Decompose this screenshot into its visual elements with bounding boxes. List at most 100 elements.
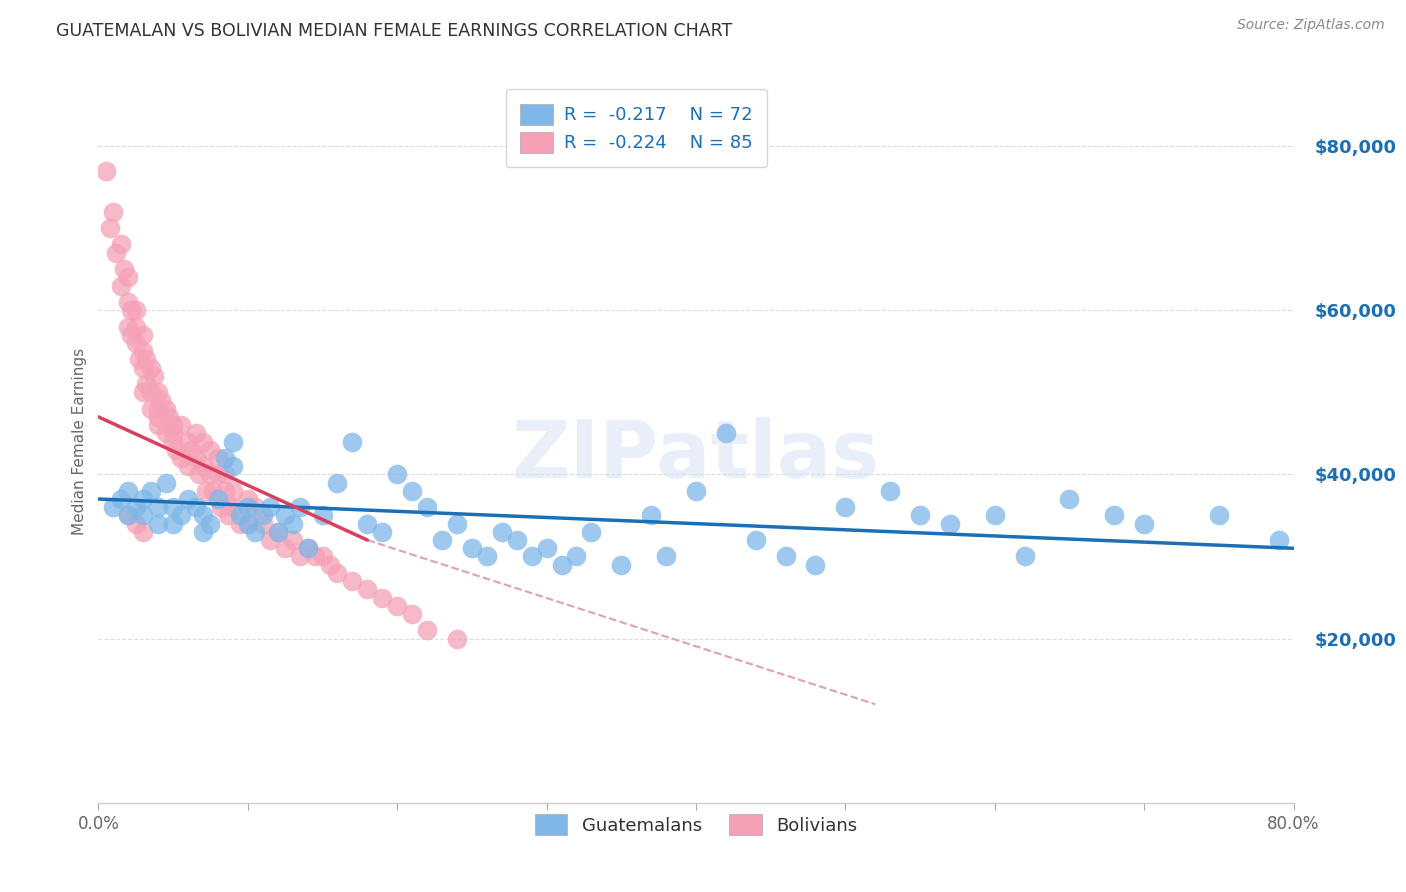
Point <box>371 591 394 605</box>
Point <box>191 434 214 449</box>
Point <box>125 319 148 334</box>
Point <box>125 516 148 531</box>
Point <box>259 500 281 515</box>
Y-axis label: Median Female Earnings: Median Female Earnings <box>72 348 87 535</box>
Point <box>148 500 170 515</box>
Point <box>475 549 498 564</box>
Point <box>745 533 768 547</box>
Point <box>139 483 162 498</box>
Point <box>155 401 177 416</box>
Point <box>112 262 135 277</box>
Point <box>139 360 162 375</box>
Point <box>132 327 155 342</box>
Point <box>214 450 236 465</box>
Point <box>132 491 155 506</box>
Point <box>162 434 184 449</box>
Point <box>834 500 856 515</box>
Point <box>416 500 439 515</box>
Point <box>274 541 297 556</box>
Point <box>267 524 290 539</box>
Point <box>169 508 191 523</box>
Point <box>125 303 148 318</box>
Point <box>304 549 326 564</box>
Point <box>148 418 170 433</box>
Point <box>401 607 423 621</box>
Point <box>222 459 245 474</box>
Point <box>139 385 162 400</box>
Point <box>135 352 157 367</box>
Point <box>281 516 304 531</box>
Point <box>180 442 202 457</box>
Text: GUATEMALAN VS BOLIVIAN MEDIAN FEMALE EARNINGS CORRELATION CHART: GUATEMALAN VS BOLIVIAN MEDIAN FEMALE EAR… <box>56 22 733 40</box>
Point <box>1267 533 1289 547</box>
Point <box>110 491 132 506</box>
Point <box>117 508 139 523</box>
Point <box>908 508 931 523</box>
Point <box>281 533 304 547</box>
Point <box>326 566 349 580</box>
Point <box>110 278 132 293</box>
Point <box>550 558 572 572</box>
Point <box>117 270 139 285</box>
Point <box>148 401 170 416</box>
Point <box>195 483 218 498</box>
Point <box>430 533 453 547</box>
Point <box>229 516 252 531</box>
Point <box>162 426 184 441</box>
Point <box>461 541 484 556</box>
Point <box>506 533 529 547</box>
Point <box>1133 516 1156 531</box>
Point <box>520 549 543 564</box>
Point <box>222 434 245 449</box>
Point <box>132 524 155 539</box>
Point <box>103 204 125 219</box>
Point <box>162 418 184 433</box>
Point <box>655 549 678 564</box>
Point <box>245 500 267 515</box>
Point <box>132 385 155 400</box>
Point <box>120 303 142 318</box>
Point <box>207 467 229 482</box>
Point <box>245 524 267 539</box>
Point <box>1014 549 1036 564</box>
Point <box>132 508 155 523</box>
Point <box>128 352 150 367</box>
Point <box>326 475 349 490</box>
Point <box>162 516 184 531</box>
Point <box>105 245 128 260</box>
Point <box>120 327 142 342</box>
Point <box>939 516 962 531</box>
Point <box>177 434 200 449</box>
Point <box>165 442 187 457</box>
Point <box>491 524 513 539</box>
Point <box>222 483 245 498</box>
Point <box>342 434 364 449</box>
Point <box>311 549 333 564</box>
Point <box>288 549 311 564</box>
Point <box>581 524 603 539</box>
Point <box>252 508 274 523</box>
Point <box>446 516 468 531</box>
Point <box>565 549 588 564</box>
Point <box>288 500 311 515</box>
Point <box>103 500 125 515</box>
Point <box>214 483 236 498</box>
Point <box>267 524 290 539</box>
Point <box>356 516 378 531</box>
Point <box>117 508 139 523</box>
Point <box>401 483 423 498</box>
Point <box>610 558 633 572</box>
Point <box>169 418 191 433</box>
Point <box>187 467 209 482</box>
Text: Source: ZipAtlas.com: Source: ZipAtlas.com <box>1237 18 1385 32</box>
Point <box>125 500 148 515</box>
Point <box>879 483 901 498</box>
Point <box>191 524 214 539</box>
Point <box>117 295 139 310</box>
Point <box>155 475 177 490</box>
Point <box>142 368 165 383</box>
Point <box>356 582 378 597</box>
Point <box>117 319 139 334</box>
Point <box>319 558 342 572</box>
Point <box>229 508 252 523</box>
